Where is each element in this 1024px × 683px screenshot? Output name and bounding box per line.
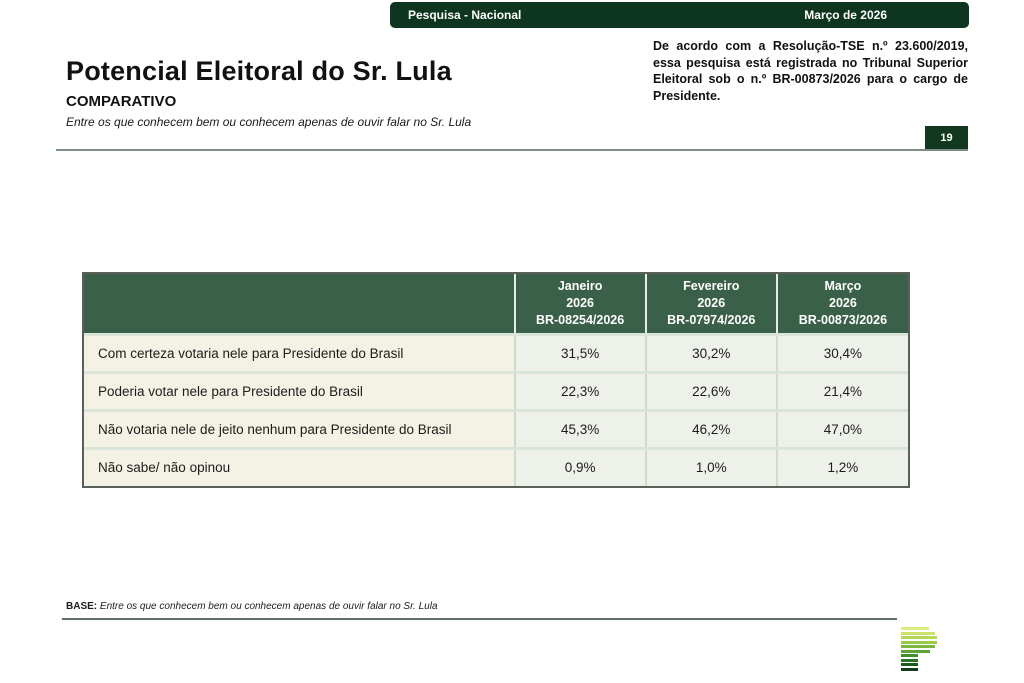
logo-stripe — [901, 627, 929, 630]
base-label: BASE: — [66, 601, 100, 612]
col-year: 2026 — [566, 295, 594, 310]
table-row: Não sabe/ não opinou 0,9% 1,0% 1,2% — [84, 446, 908, 486]
title-block: Potencial Eleitoral do Sr. Lula COMPARAT… — [66, 56, 626, 129]
logo-stripe — [901, 658, 918, 662]
row-label: Não votaria nele de jeito nenhum para Pr… — [84, 408, 515, 448]
logo-stripe — [901, 636, 937, 639]
header-empty-cell — [84, 274, 515, 334]
header-col-fevereiro: Fevereiro 2026 BR-07974/2026 — [644, 274, 777, 334]
col-registration: BR-08254/2026 — [535, 312, 625, 327]
row-value: 30,2% — [644, 332, 777, 372]
base-note: BASE: Entre os que conhecem bem ou conhe… — [66, 601, 438, 612]
row-value: 0,9% — [513, 446, 646, 486]
page-subtitle: COMPARATIVO — [66, 93, 177, 110]
logo-stripe — [901, 663, 918, 666]
row-value: 30,4% — [775, 332, 908, 372]
col-month: Março — [824, 278, 862, 293]
results-table: Janeiro 2026 BR-08254/2026 Fevereiro 202… — [84, 274, 908, 486]
page-title: Potencial Eleitoral do Sr. Lula — [66, 56, 452, 86]
row-value: 47,0% — [775, 408, 908, 448]
table-row: Com certeza votaria nele para Presidente… — [84, 332, 908, 372]
results-table-container: Janeiro 2026 BR-08254/2026 Fevereiro 202… — [82, 272, 910, 488]
header-col-janeiro: Janeiro 2026 BR-08254/2026 — [513, 274, 646, 334]
col-registration: BR-07974/2026 — [667, 312, 756, 327]
row-value: 22,3% — [513, 370, 646, 410]
row-label: Não sabe/ não opinou — [84, 446, 515, 486]
logo-stripe — [901, 645, 935, 648]
logo-stripe — [901, 654, 918, 657]
header-col-marco: Março 2026 BR-00873/2026 — [775, 274, 908, 334]
col-month: Janeiro — [557, 278, 603, 293]
logo-stripe — [901, 649, 930, 653]
base-text: Entre os que conhecem bem ou conhecem ap… — [99, 601, 438, 612]
logo-stripe — [901, 640, 937, 644]
header-divider — [56, 149, 968, 151]
company-logo — [901, 627, 941, 675]
row-value: 46,2% — [644, 408, 777, 448]
row-label: Com certeza votaria nele para Presidente… — [84, 332, 515, 372]
row-label: Poderia votar nele para Presidente do Br… — [84, 370, 515, 410]
table-row: Poderia votar nele para Presidente do Br… — [84, 370, 908, 410]
row-value: 31,5% — [513, 332, 646, 372]
top-bar-survey-label: Pesquisa - Nacional — [408, 8, 522, 22]
col-month: Fevereiro — [683, 278, 740, 293]
top-bar-date-label: Março de 2026 — [804, 8, 887, 22]
page-number-badge: 19 — [925, 126, 968, 150]
tse-legal-text: De acordo com a Resolução-TSE n.º 23.600… — [653, 39, 968, 103]
logo-stripe — [901, 631, 935, 635]
top-bar: Pesquisa - Nacional Março de 2026 — [390, 2, 969, 28]
col-registration: BR-00873/2026 — [798, 312, 888, 327]
row-value: 22,6% — [644, 370, 777, 410]
table-header-row: Janeiro 2026 BR-08254/2026 Fevereiro 202… — [84, 274, 908, 334]
row-value: 45,3% — [513, 408, 646, 448]
table-row: Não votaria nele de jeito nenhum para Pr… — [84, 408, 908, 448]
row-value: 1,0% — [644, 446, 777, 486]
row-value: 21,4% — [775, 370, 908, 410]
col-year: 2026 — [697, 295, 726, 310]
col-year: 2026 — [829, 295, 857, 310]
logo-stripe — [901, 667, 918, 671]
row-value: 1,2% — [775, 446, 908, 486]
title-note: Entre os que conhecem bem ou conhecem ap… — [66, 115, 472, 129]
footer-divider — [62, 618, 897, 620]
